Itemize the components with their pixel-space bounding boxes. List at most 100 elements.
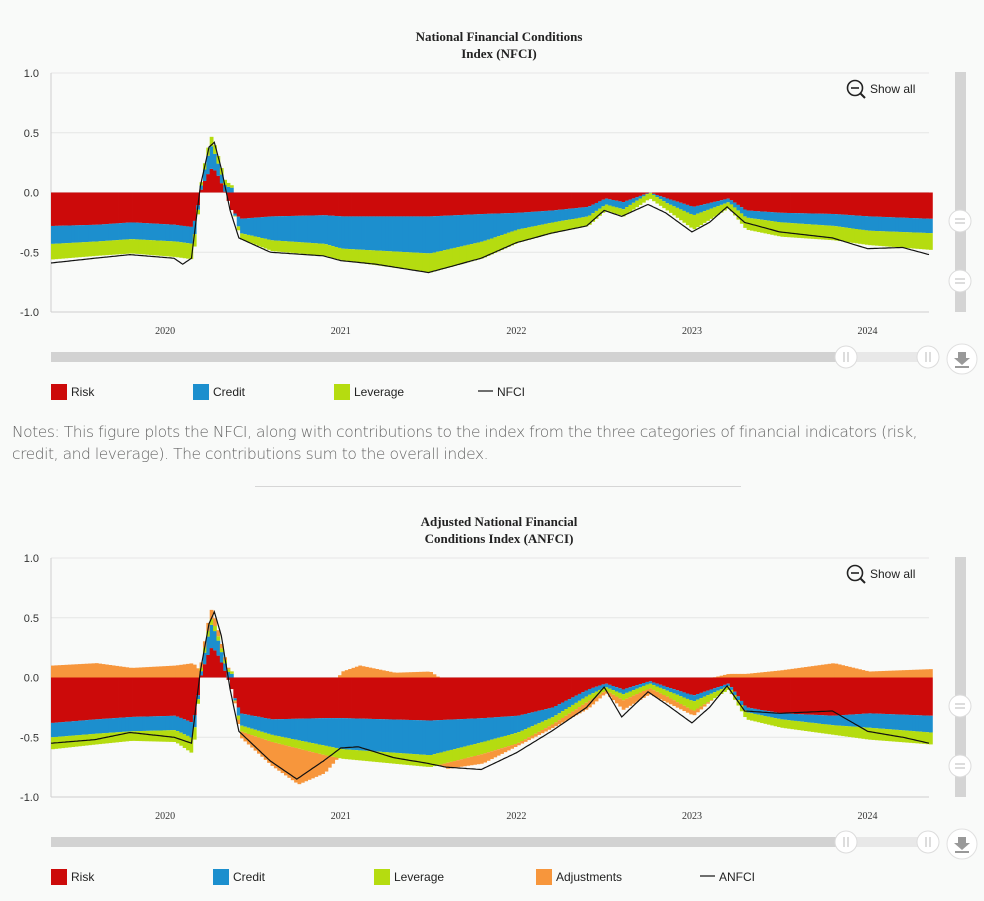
bar-segment-credit (378, 216, 383, 251)
horizontal-navigator-range[interactable] (51, 837, 846, 847)
bar-segment-credit (780, 713, 785, 720)
legend-item-anfci[interactable]: ANFCI (700, 870, 755, 884)
horizontal-navigator-range[interactable] (51, 352, 846, 362)
bar-segment-risk (888, 677, 893, 715)
bar-segment-credit (743, 209, 748, 217)
bar-segment-leverage (344, 749, 349, 760)
bar-segment-adjustments (540, 729, 545, 734)
bar-segment-leverage (233, 700, 238, 702)
bar-segment-risk (462, 192, 467, 215)
show-all-button[interactable]: Show all (846, 79, 916, 99)
bar-segment-adjustments (810, 666, 815, 678)
bar-segment-risk (419, 677, 423, 721)
bar-segment-risk (550, 677, 555, 708)
legend-item-leverage[interactable]: Leverage (334, 384, 404, 400)
vertical-navigator-handle[interactable] (948, 754, 972, 778)
vertical-navigator-track[interactable] (955, 557, 966, 797)
bar-segment-leverage (929, 732, 933, 745)
download-button[interactable] (946, 828, 978, 860)
bar-segment-credit (155, 223, 160, 241)
horizontal-navigator-handle[interactable] (916, 345, 940, 369)
bar-segment-credit (462, 214, 467, 246)
bar-segment-leverage (925, 232, 930, 250)
bar-segment-risk (756, 677, 761, 710)
bar-segment-credit (51, 722, 55, 738)
bar-segment-leverage (412, 754, 417, 766)
horizontal-navigator-handle[interactable] (834, 345, 858, 369)
bar-segment-adjustments (449, 761, 454, 769)
bar-segment-leverage (604, 687, 609, 692)
vertical-navigator-handle[interactable] (948, 209, 972, 233)
bar-segment-risk (648, 677, 653, 682)
bar-segment-adjustments (260, 738, 265, 757)
bar-segment-adjustments (922, 669, 927, 678)
bar-segment-adjustments (537, 731, 542, 735)
horizontal-navigator-handle[interactable] (916, 830, 940, 854)
bar-segment-leverage (365, 249, 369, 264)
bar-segment-leverage (375, 250, 379, 266)
bar-segment-risk (800, 192, 805, 214)
legend-item-credit[interactable]: Credit (213, 869, 266, 885)
bar-segment-leverage (408, 753, 413, 766)
bar-segment-adjustments (145, 667, 150, 678)
bar-segment-credit (392, 216, 396, 252)
bar-segment-leverage (236, 715, 241, 720)
bar-segment-leverage (854, 228, 859, 244)
legend-item-risk[interactable]: Risk (51, 869, 95, 885)
vertical-navigator-handle[interactable] (948, 694, 972, 718)
bar-segment-risk (530, 192, 535, 212)
bar-segment-leverage (490, 739, 494, 752)
bar-segment-leverage (142, 239, 146, 255)
bar-segment-credit (256, 716, 261, 731)
bar-segment-adjustments (631, 695, 636, 704)
download-button[interactable] (946, 343, 978, 375)
legend-item-risk[interactable]: Risk (51, 384, 95, 400)
bar-segment-credit (574, 208, 579, 219)
vertical-navigator-track[interactable] (955, 72, 966, 312)
bar-segment-adjustments (790, 668, 795, 678)
bar-segment-leverage (918, 731, 923, 744)
bar-segment-credit (395, 216, 400, 252)
bar-segment-risk (820, 192, 825, 214)
bar-segment-credit (213, 631, 217, 651)
bar-segment-credit (719, 686, 724, 690)
bar-segment-leverage (861, 229, 866, 245)
bar-segment-risk (189, 192, 194, 227)
bar-segment-risk (557, 677, 562, 705)
bar-segment-credit (858, 713, 862, 728)
bar-segment-risk (641, 677, 646, 684)
legend-item-credit[interactable]: Credit (193, 384, 246, 400)
bar-segment-leverage (695, 699, 700, 709)
bar-segment-leverage (544, 223, 548, 236)
bar-segment-risk (132, 192, 136, 223)
bar-segment-risk (895, 192, 900, 218)
horizontal-navigator-handle[interactable] (834, 830, 858, 854)
legend-item-nfci[interactable]: NFCI (478, 385, 525, 399)
vertical-navigator-handle[interactable] (948, 269, 972, 293)
bar-segment-credit (544, 210, 548, 224)
bar-segment-adjustments (490, 751, 494, 760)
legend-item-adjustments[interactable]: Adjustments (536, 869, 622, 885)
bar-segment-credit (783, 212, 788, 223)
bar-segment-risk (891, 677, 896, 715)
bar-segment-leverage (415, 754, 420, 766)
bar-segment-adjustments (159, 666, 163, 678)
bar-segment-credit (419, 216, 423, 253)
bar-segment-credit (540, 709, 545, 722)
bar-segment-risk (608, 192, 612, 200)
bar-segment-leverage (513, 733, 518, 745)
bar-segment-credit (169, 715, 173, 731)
bar-segment-leverage (915, 731, 920, 744)
bar-segment-credit (415, 720, 420, 755)
bar-segment-adjustments (321, 754, 325, 774)
show-all-button[interactable]: Show all (846, 564, 916, 584)
bar-segment-credit (358, 718, 363, 751)
legend-item-leverage[interactable]: Leverage (374, 869, 444, 885)
bar-segment-leverage (311, 743, 315, 753)
bar-segment-leverage (777, 718, 781, 728)
bar-segment-risk (490, 677, 494, 718)
bar-segment-credit (807, 714, 812, 723)
bar-segment-risk (841, 677, 845, 716)
bar-segment-risk (665, 677, 670, 688)
bar-segment-credit (567, 699, 572, 708)
